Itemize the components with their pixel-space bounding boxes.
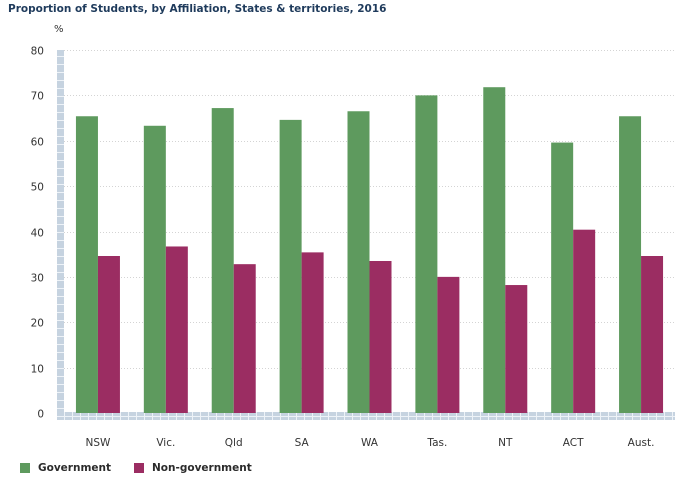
bar-government-vic [143,125,166,414]
legend-label-government: Government [38,462,112,474]
bar-government-sa [279,119,302,413]
chart-title: Proportion of Students, by Affiliation, … [8,3,387,15]
y-tick-label: 30 [31,273,44,285]
bar-non-government-nsw [97,256,120,413]
x-tick-label: Qld [225,437,243,449]
legend-item-non-government: Non-government [134,462,252,474]
legend-label-non-government: Non-government [152,462,252,474]
x-tick-label: ACT [563,437,584,449]
y-tick-label: 80 [31,46,44,58]
bar-non-government-aust [641,256,664,413]
y-axis-label: % [54,24,64,35]
bar-non-government-sa [301,252,324,413]
x-tick-label: Vic. [156,437,175,449]
y-tick-label: 20 [31,318,44,330]
bar-non-government-act [573,229,596,413]
bars [75,87,664,414]
x-tick-label: Aust. [628,437,655,449]
bar-government-nt [483,87,506,414]
y-tick-label: 50 [31,182,44,194]
bar-non-government-qld [233,264,256,413]
bar-non-government-wa [369,260,392,413]
bar-government-qld [211,108,234,413]
y-tick-label: 60 [31,137,44,149]
y-axis-wall [57,50,64,414]
bar-non-government-tas [437,276,460,413]
bar-government-aust [619,116,642,413]
bar-government-nsw [75,116,98,413]
x-tick-labels: NSW Vic. Qld SA WA Tas. NT ACT Aust. [85,437,654,449]
y-tick-label: 70 [31,91,44,103]
bar-non-government-vic [165,246,188,413]
bar-government-tas [415,95,438,413]
bar-government-wa [347,111,370,413]
bar-government-act [551,142,574,413]
x-tick-label: Tas. [426,437,447,449]
x-tick-label: WA [361,437,379,449]
y-tick-labels: 0 10 20 30 40 50 60 70 80 [31,46,44,421]
x-tick-label: NT [498,437,513,449]
bar-non-government-nt [505,285,528,413]
y-tick-label: 10 [31,364,44,376]
y-tick-label: 0 [37,409,44,421]
x-axis-floor [57,412,675,420]
legend-swatch-non-government [134,463,144,473]
legend-swatch-government [20,463,30,473]
legend-item-government: Government [20,462,111,474]
x-tick-label: SA [295,437,310,449]
y-tick-label: 40 [31,228,44,240]
x-tick-label: NSW [85,437,111,449]
